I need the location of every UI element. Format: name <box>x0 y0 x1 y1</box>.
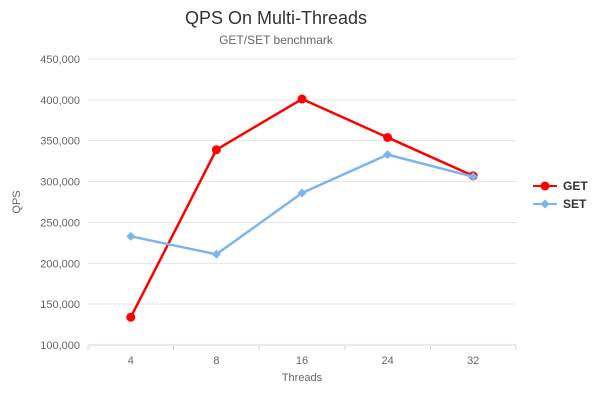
data-point-set-32[interactable] <box>468 172 478 182</box>
x-axis-title: Threads <box>281 372 323 384</box>
legend-marker-set-icon <box>533 199 557 209</box>
legend-label-set: SET <box>563 197 587 211</box>
legend-item-get[interactable]: GET <box>532 178 588 194</box>
x-tick-label: 24 <box>381 355 393 367</box>
x-tick-label: 8 <box>213 355 219 367</box>
x-tick-label: 16 <box>296 355 308 367</box>
series-line-get <box>129 97 474 318</box>
x-tick-label: 4 <box>128 355 134 367</box>
data-point-set-4[interactable] <box>126 231 136 241</box>
y-tick-label: 350,000 <box>40 136 80 148</box>
data-point-set-16[interactable] <box>297 188 307 198</box>
series-line-set <box>130 153 474 256</box>
chart-subtitle: GET/SET benchmark <box>219 33 333 47</box>
y-tick-label: 400,000 <box>40 95 80 107</box>
data-point-set-24[interactable] <box>383 150 393 160</box>
data-point-get-4[interactable] <box>126 312 136 322</box>
y-tick-label: 450,000 <box>40 54 80 66</box>
y-tick-label: 200,000 <box>40 258 80 270</box>
y-tick-label: 100,000 <box>40 340 80 352</box>
data-point-get-8[interactable] <box>211 145 221 155</box>
legend-marker-get-icon <box>533 181 557 191</box>
y-tick-label: 150,000 <box>40 299 80 311</box>
legend-item-set[interactable]: SET <box>532 196 588 212</box>
legend-marker-shape <box>540 181 550 191</box>
chart-title: QPS On Multi-Threads <box>184 8 368 28</box>
y-tick-label: 250,000 <box>40 217 80 229</box>
legend: GET SET <box>532 178 588 212</box>
data-point-get-16[interactable] <box>297 94 307 104</box>
y-tick-label: 300,000 <box>40 177 80 189</box>
data-point-get-24[interactable] <box>383 132 393 142</box>
legend-marker-shape <box>540 199 550 209</box>
x-tick-label: 32 <box>467 355 479 367</box>
y-axis-title: QPS <box>11 190 23 214</box>
data-point-set-8[interactable] <box>211 249 221 259</box>
legend-label-get: GET <box>563 179 588 193</box>
